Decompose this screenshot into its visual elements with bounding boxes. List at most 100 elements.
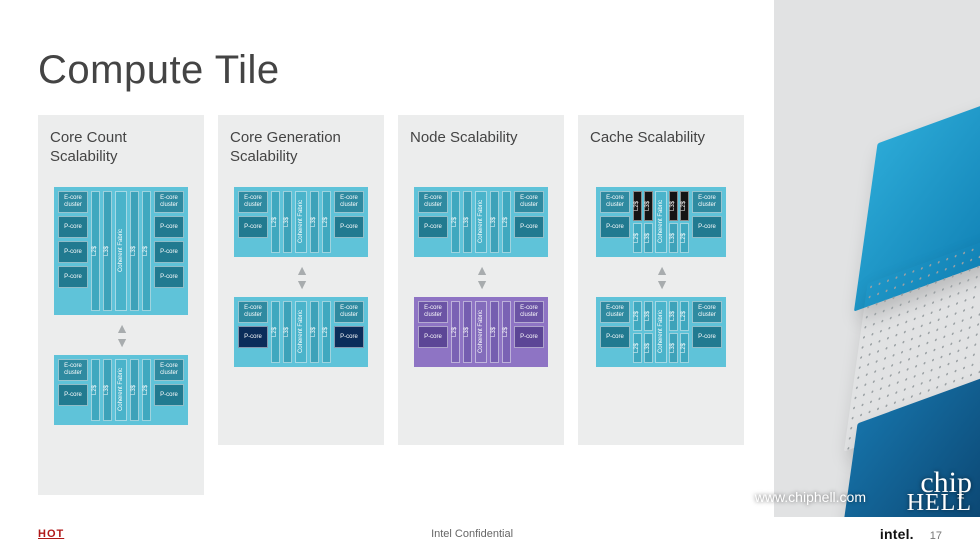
pcore-block: P-core xyxy=(600,216,630,238)
footer: HOT Intel Confidential intel. 17 xyxy=(0,517,980,551)
hero-chip-illustration xyxy=(774,0,980,520)
diagram-group: E-core clusterP-core L2$L2$L3$L3$ Cohere… xyxy=(586,187,736,367)
ecore-cluster-block: E-core cluster xyxy=(600,191,630,213)
col-node: Node Scalability E-core clusterP-core L2… xyxy=(398,115,564,445)
watermark-url: www.chiphell.com xyxy=(755,489,866,505)
coherent-fabric-block: Coherent Fabric xyxy=(475,301,487,363)
pcore-block: P-core xyxy=(692,216,722,238)
pcore-block: P-core xyxy=(692,326,722,348)
coherent-fabric-block: Coherent Fabric xyxy=(655,301,667,363)
pcore-block: P-core xyxy=(418,216,448,238)
diagram-group: E-core clusterP-core L2$ L3$ Coherent Fa… xyxy=(406,187,556,367)
l2-cache-block: L2$ xyxy=(322,191,331,253)
l3-cache-block: L3$ xyxy=(490,191,499,253)
pcore-block: P-core xyxy=(154,216,184,238)
l3-cache-block: L3$ xyxy=(130,359,139,421)
l2-cache-block: L2$ xyxy=(680,223,689,253)
cache-slab: L3$L3$ xyxy=(644,301,653,363)
core-side-column: E-core clusterP-coreP-coreP-core xyxy=(58,191,88,311)
cache-center-group: L2$L2$L3$L3$ Coherent Fabric L3$L3$L2$L2… xyxy=(633,191,689,253)
compute-tile-diagram: E-core clusterP-core L2$ L3$ Coherent Fa… xyxy=(414,297,548,367)
pcore-block: P-core xyxy=(238,326,268,348)
watermark-logo-bottom: HELL xyxy=(907,494,972,513)
updown-separator-icon: ▲▼ xyxy=(655,263,667,291)
col-cache: Cache Scalability E-core cluster P-core L… xyxy=(578,115,744,445)
core-side-column: E-core clusterP-core xyxy=(418,301,448,363)
core-side-column: E-core cluster P-core xyxy=(334,301,364,363)
coherent-fabric-block: Coherent Fabric xyxy=(115,359,127,421)
l2-cache-block: L2$ xyxy=(271,191,280,253)
coherent-fabric-block: Coherent Fabric xyxy=(115,191,127,311)
pcore-block: P-core xyxy=(514,326,544,348)
pcore-block: P-core xyxy=(418,326,448,348)
l2-cache-block: L2$ xyxy=(633,223,642,253)
pcore-block: P-core xyxy=(58,216,88,238)
footer-left-logo: HOT xyxy=(38,528,64,540)
diagram-group: E-core clusterP-coreP-coreP-core L2$ L3$… xyxy=(46,187,196,425)
ecore-cluster-block: E-core cluster xyxy=(154,359,184,381)
page-number: 17 xyxy=(930,530,942,542)
ecore-cluster-block: E-core cluster xyxy=(238,301,268,323)
pcore-block: P-core xyxy=(238,216,268,238)
updown-separator-icon: ▲▼ xyxy=(115,321,127,349)
pcore-block: P-core xyxy=(58,241,88,263)
l3-cache-block: L3$ xyxy=(283,191,292,253)
ecore-cluster-block: E-core cluster xyxy=(514,301,544,323)
col-title: Cache Scalability xyxy=(586,129,736,187)
l3-cache-block: L3$ xyxy=(463,191,472,253)
l2-cache-block: L2$ xyxy=(142,191,151,311)
l3-cache-block: L3$ xyxy=(669,223,678,253)
core-side-column: E-core clusterP-core xyxy=(600,301,630,363)
ecore-cluster-block: E-core cluster xyxy=(154,191,184,213)
core-side-column: E-core clusterP-core xyxy=(514,191,544,253)
pcore-block: P-core xyxy=(58,266,88,288)
pcore-block: P-core xyxy=(154,266,184,288)
ecore-cluster-block: E-core cluster xyxy=(692,301,722,323)
l2-cache-block: L2$ xyxy=(633,333,642,363)
compute-tile-diagram: E-core cluster P-core L2$ L3$ Coherent Fa… xyxy=(234,187,368,257)
l2-cache-block: L2$ xyxy=(633,301,642,331)
cache-slab: L2$L2$ xyxy=(680,191,689,253)
col-title: Node Scalability xyxy=(406,129,556,187)
l2-cache-block: L2$ xyxy=(91,191,100,311)
l2-cache-block: L2$ xyxy=(322,301,331,363)
pcore-block: P-core xyxy=(334,216,364,238)
ecore-cluster-block: E-core cluster xyxy=(238,191,268,213)
l2-cache-block: L2$ xyxy=(271,301,280,363)
core-side-column: E-core clusterP-core xyxy=(418,191,448,253)
ecore-cluster-block: E-core cluster xyxy=(692,191,722,213)
cache-slab: L2$L2$ xyxy=(633,191,642,253)
pcore-block: P-core xyxy=(154,384,184,406)
col-title: Core Generation Scalability xyxy=(226,129,376,187)
ecore-cluster-block: E-core cluster xyxy=(334,301,364,323)
watermark-logo: chip HELL xyxy=(907,471,972,513)
cache-center-group: L2$L2$L3$L3$ Coherent Fabric L3$L3$L2$L2… xyxy=(633,301,689,363)
l2-cache-block: L2$ xyxy=(633,191,642,221)
l3-cache-block: L3$ xyxy=(310,191,319,253)
core-side-column: E-core cluster P-core xyxy=(692,301,722,363)
l3-cache-block: L3$ xyxy=(644,301,653,331)
l3-cache-block: L3$ xyxy=(644,223,653,253)
core-side-column: E-core cluster P-core xyxy=(238,191,268,253)
coherent-fabric-block: Coherent Fabric xyxy=(475,191,487,253)
core-side-column: E-core clusterP-core xyxy=(334,191,364,253)
diagram-group: E-core cluster P-core L2$ L3$ Coherent Fa… xyxy=(226,187,376,367)
l2-cache-block: L2$ xyxy=(142,359,151,421)
l2-cache-block: L2$ xyxy=(502,191,511,253)
footer-center-text: Intel Confidential xyxy=(431,528,513,540)
compute-tile-diagram: E-core clusterP-core L2$ L3$ Coherent Fa… xyxy=(234,297,368,367)
pcore-block: P-core xyxy=(600,326,630,348)
cache-slab: L2$L2$ xyxy=(633,301,642,363)
compute-tile-diagram: E-core clusterP-core L2$L2$L3$L3$ Cohere… xyxy=(596,187,726,257)
ecore-cluster-block: E-core cluster xyxy=(58,359,88,381)
l3-cache-block: L3$ xyxy=(669,333,678,363)
core-side-column: E-core clusterP-core xyxy=(58,359,88,421)
l3-cache-block: L3$ xyxy=(283,301,292,363)
compute-tile-diagram: E-core clusterP-core L2$L2$L3$L3$ Cohere… xyxy=(596,297,726,367)
pcore-block: P-core xyxy=(334,326,364,348)
l3-cache-block: L3$ xyxy=(463,301,472,363)
l3-cache-block: L3$ xyxy=(669,301,678,331)
l3-cache-block: L3$ xyxy=(310,301,319,363)
cache-slab: L3$L3$ xyxy=(669,191,678,253)
coherent-fabric-block: Coherent Fabric xyxy=(295,191,307,253)
